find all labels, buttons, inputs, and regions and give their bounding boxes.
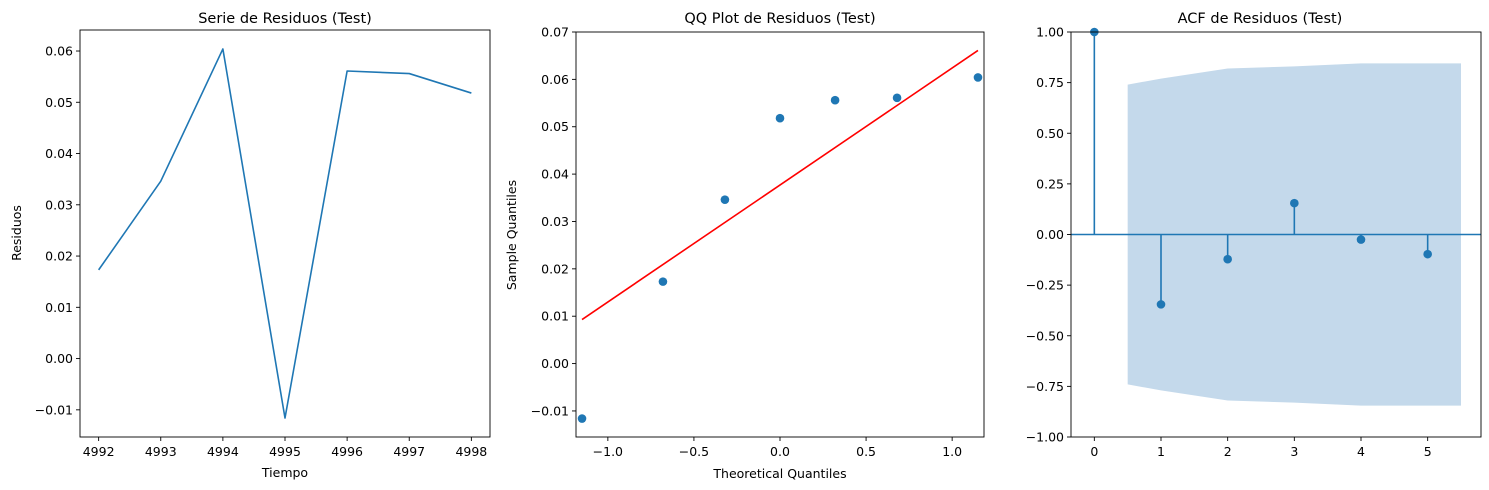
acf-plot-area [1071, 27, 1481, 406]
residual-series-axes-frame [79, 29, 491, 438]
acf-ytick-label: 1.00 [1036, 25, 1064, 40]
qq-plot-ytick-label: 0.06 [541, 72, 569, 87]
qq-plot-xtick-label: 1.0 [942, 444, 962, 459]
qq-plot-chart: QQ Plot de Residuos (Test) −1.0 −0.5 0.0 0.… [504, 11, 985, 481]
acf-ytick-label: 0.00 [1036, 227, 1064, 242]
acf-xtick-label: 3 [1290, 444, 1298, 459]
residual-series-ytick-label: 0.05 [45, 95, 73, 110]
qq-plot-ytick-label: 0.02 [541, 261, 569, 276]
qq-plot-ytick-label: 0.03 [541, 214, 569, 229]
qq-plot-title: QQ Plot de Residuos (Test) [684, 11, 875, 27]
acf-point [1356, 235, 1366, 244]
residual-series-xtick-label: 4995 [269, 444, 301, 459]
residual-series-ytick-label: −0.01 [35, 402, 73, 417]
residual-series-plot-area [97, 48, 472, 419]
qq-plot-xtick-label: −1.0 [593, 444, 623, 459]
acf-ytick-label: 0.50 [1036, 126, 1064, 141]
residual-series-ytick-label: 0.01 [45, 300, 73, 315]
qq-point [720, 195, 730, 204]
residual-series-xtick-label: 4997 [393, 444, 425, 459]
qq-plot-xtick-label: −0.5 [679, 444, 709, 459]
qq-point [658, 277, 668, 286]
residual-series-xtick-label: 4996 [331, 444, 363, 459]
acf-point [1290, 198, 1299, 208]
residual-series-xtick-label: 4998 [455, 444, 487, 459]
acf-point [1156, 300, 1166, 309]
residual-line [97, 48, 472, 419]
residual-series-ytick-label: 0.04 [45, 146, 73, 161]
residual-series-xtick-label: 4993 [145, 444, 177, 459]
acf-title: ACF de Residuos (Test) [1178, 11, 1343, 27]
acf-xtick-label: 2 [1224, 444, 1232, 459]
residual-series-title: Serie de Residuos (Test) [198, 11, 372, 27]
residual-series-ylabel: Residuos [9, 205, 24, 261]
acf-ytick-label: 0.75 [1036, 75, 1064, 90]
qq-plot-ytick-label: 0.05 [541, 119, 569, 134]
acf-xtick-label: 5 [1424, 444, 1432, 459]
qq-plot-ticks: −1.0 −0.5 0.0 0.5 1.0 −0.01 0.00 0.01 0.02 0.03 0.… [531, 25, 962, 460]
acf-xtick-label: 4 [1357, 444, 1365, 459]
acf-point [1223, 254, 1232, 264]
qq-plot-xlabel: Theoretical Quantiles [712, 466, 846, 481]
residual-series-ytick-label: 0.00 [45, 351, 73, 366]
acf-xtick-label: 1 [1157, 444, 1165, 459]
residual-series-xlabel: Tiempo [261, 465, 308, 480]
acf-point [1423, 249, 1432, 259]
acf-ytick-label: 0.25 [1036, 176, 1064, 191]
acf-ytick-label: −1.00 [1026, 430, 1064, 445]
qq-point [830, 95, 840, 105]
residual-series-ytick-label: 0.03 [45, 197, 73, 212]
qq-plot-axes-frame [575, 31, 985, 438]
acf-ticks: 0 1 2 3 4 5 −1.00 −0.75 −0.50 −0.25 0.00 0.25 0.50 0.… [1026, 25, 1432, 460]
residual-series-xtick-label: 4992 [83, 444, 115, 459]
qq-plot-ylabel: Sample Quantiles [504, 180, 519, 290]
acf-ytick-label: −0.50 [1026, 328, 1064, 343]
acf-xtick-label: 0 [1090, 444, 1098, 459]
qq-plot-ytick-label: 0.04 [541, 167, 569, 182]
residual-series-chart: Serie de Residuos (Test) 4992 4993 4994 499… [9, 11, 491, 480]
qq-point [892, 93, 902, 103]
qq-plot-ytick-label: 0.07 [541, 25, 569, 40]
qq-plot-xtick-label: 0.5 [856, 444, 876, 459]
residual-series-xtick-label: 4994 [207, 444, 239, 459]
acf-chart: ACF de Residuos (Test) 0 1 2 3 4 5 −1.00 −0.75 −… [1026, 11, 1482, 460]
qq-point [577, 414, 587, 423]
qq-plot-xtick-label: 0.0 [770, 444, 790, 459]
residual-series-ytick-label: 0.02 [45, 249, 73, 264]
qq-point [775, 113, 785, 123]
qq-reference-line [581, 49, 979, 321]
residual-series-ytick-label: 0.06 [45, 44, 73, 59]
qq-plot-ytick-label: −0.01 [531, 403, 569, 418]
acf-ytick-label: −0.25 [1026, 278, 1064, 293]
qq-plot-plot-area [577, 49, 983, 423]
qq-plot-ytick-label: 0.00 [541, 356, 569, 371]
qq-plot-ytick-label: 0.01 [541, 309, 569, 324]
qq-point [973, 73, 983, 82]
residual-series-ticks: 4992 4993 4994 4995 4996 4997 4998 −0.01 0.00 0.0… [35, 44, 488, 459]
acf-ytick-label: −0.75 [1026, 379, 1064, 394]
